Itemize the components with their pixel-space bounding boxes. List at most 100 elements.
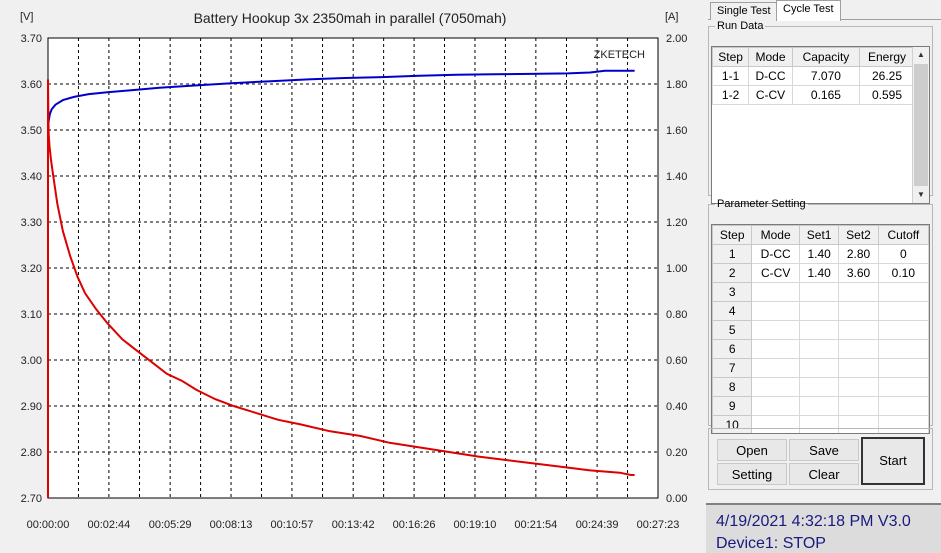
run-col-header[interactable]: Step <box>712 47 750 67</box>
run-table-cell[interactable]: 26.25 <box>859 66 915 86</box>
param-table-cell[interactable] <box>751 358 800 378</box>
right-unit-label: [A] <box>665 11 678 23</box>
param-table-row[interactable]: 9 <box>712 396 929 416</box>
param-table-cell[interactable]: 5 <box>712 320 753 340</box>
param-table-cell[interactable]: 4 <box>712 301 753 321</box>
start-button[interactable]: Start <box>861 437 925 485</box>
run-table-cell[interactable]: 1-1 <box>712 66 750 86</box>
param-col-header[interactable]: Mode <box>751 225 800 245</box>
param-col-header[interactable]: Step <box>712 225 753 245</box>
param-table-cell[interactable]: 2.80 <box>838 244 879 264</box>
param-table-cell[interactable] <box>798 396 840 416</box>
param-table-row[interactable]: 8 <box>712 377 929 397</box>
param-table-cell[interactable] <box>838 396 879 416</box>
param-table-cell[interactable] <box>877 339 929 359</box>
open-button[interactable]: Open <box>717 439 787 461</box>
param-table-cell[interactable] <box>838 339 879 359</box>
clear-button[interactable]: Clear <box>789 463 859 485</box>
run-table-empty-row <box>712 104 915 124</box>
param-table-cell[interactable]: 3 <box>712 282 753 302</box>
parameter-grid[interactable]: Step Mode Set1 Set2 Cutoff 1 D-CC 1.40 2.80 0 2 C-… <box>711 224 930 434</box>
param-table-cell[interactable]: C-CV <box>751 263 800 283</box>
param-table-cell[interactable] <box>798 320 840 340</box>
param-table-row[interactable]: 7 <box>712 358 929 378</box>
run-table-empty-row <box>712 161 915 181</box>
param-table-cell[interactable] <box>798 377 840 397</box>
param-table-cell[interactable] <box>751 339 800 359</box>
tab-single-test[interactable]: Single Test <box>710 2 778 20</box>
param-table-cell[interactable]: 1.40 <box>798 244 840 264</box>
left-tick-label: 2.90 <box>21 401 42 413</box>
x-tick-label: 00:19:10 <box>454 519 497 531</box>
run-data-grid[interactable]: Step Mode Capacity Energy 1-1 D-CC 7.070 26.25… <box>711 46 930 204</box>
param-table-cell[interactable]: 3.60 <box>838 263 879 283</box>
param-table-cell[interactable] <box>798 358 840 378</box>
run-table-cell[interactable]: 1-2 <box>712 85 750 105</box>
param-table-cell[interactable] <box>751 301 800 321</box>
param-table-cell[interactable] <box>751 396 800 416</box>
param-col-header[interactable]: Set1 <box>798 225 840 245</box>
param-col-header[interactable]: Cutoff <box>877 225 929 245</box>
run-data-scrollbar[interactable]: ▲ ▼ <box>912 47 929 203</box>
param-table-cell[interactable]: 1 <box>712 244 753 264</box>
param-table-cell[interactable]: 9 <box>712 396 753 416</box>
save-button[interactable]: Save <box>789 439 859 461</box>
tab-bar: Single Test Cycle Test <box>708 0 941 21</box>
status-datetime: 4/19/2021 4:32:18 PM V3.0 <box>716 513 911 530</box>
param-table-cell[interactable] <box>877 320 929 340</box>
param-table-row[interactable]: 3 <box>712 282 929 302</box>
scrollbar-thumb[interactable] <box>914 64 928 186</box>
param-table-row[interactable]: 4 <box>712 301 929 321</box>
param-table-cell[interactable]: 8 <box>712 377 753 397</box>
param-table-cell[interactable] <box>751 377 800 397</box>
param-table-cell[interactable] <box>838 377 879 397</box>
param-table-cell[interactable]: 0.10 <box>877 263 929 283</box>
param-table-cell[interactable] <box>838 301 879 321</box>
param-table-cell[interactable] <box>798 339 840 359</box>
param-table-cell[interactable] <box>877 282 929 302</box>
run-table-row[interactable]: 1-1 D-CC 7.070 26.25 <box>712 66 915 86</box>
param-table-cell[interactable]: 6 <box>712 339 753 359</box>
param-table-cell[interactable]: 1.40 <box>798 263 840 283</box>
param-table-row[interactable]: 6 <box>712 339 929 359</box>
param-table-row[interactable]: 1 D-CC 1.40 2.80 0 <box>712 244 929 264</box>
param-table-cell[interactable] <box>751 320 800 340</box>
param-table-cell[interactable] <box>798 301 840 321</box>
run-table-cell[interactable]: 0.595 <box>859 85 915 105</box>
param-table-cell[interactable] <box>877 301 929 321</box>
run-col-header[interactable]: Mode <box>748 47 793 67</box>
param-table-row[interactable]: 2 C-CV 1.40 3.60 0.10 <box>712 263 929 283</box>
run-table-cell[interactable]: 0.165 <box>791 85 861 105</box>
series-layer <box>47 69 635 498</box>
run-col-header[interactable]: Energy <box>859 47 915 67</box>
param-table-cell[interactable]: 7 <box>712 358 753 378</box>
run-data-group: Run Data Step Mode Capacity Energy 1-1 D-CC 7… <box>708 20 933 204</box>
scroll-down-arrow-icon[interactable]: ▼ <box>913 187 929 203</box>
param-table-cell[interactable] <box>877 358 929 378</box>
param-table-cell[interactable] <box>838 282 879 302</box>
setting-button[interactable]: Setting <box>717 463 787 485</box>
run-table-cell[interactable]: D-CC <box>748 66 793 86</box>
param-table-row[interactable]: 5 <box>712 320 929 340</box>
run-table-empty-row <box>712 142 915 162</box>
button-panel: Open Save Setting Clear Start <box>708 428 933 490</box>
param-table-cell[interactable] <box>838 358 879 378</box>
param-table-cell[interactable] <box>838 320 879 340</box>
param-table-cell[interactable]: D-CC <box>751 244 800 264</box>
x-tick-label: 00:24:39 <box>576 519 619 531</box>
run-table-cell[interactable]: C-CV <box>748 85 793 105</box>
param-table-cell[interactable]: 2 <box>712 263 753 283</box>
run-data-legend: Run Data <box>717 20 764 32</box>
param-table-cell[interactable]: 0 <box>877 244 929 264</box>
param-table-cell[interactable] <box>877 396 929 416</box>
param-col-header[interactable]: Set2 <box>838 225 879 245</box>
run-table-row[interactable]: 1-2 C-CV 0.165 0.595 <box>712 85 915 105</box>
scroll-up-arrow-icon[interactable]: ▲ <box>913 47 929 63</box>
run-table-cell[interactable]: 7.070 <box>791 66 861 86</box>
param-table-cell[interactable] <box>751 282 800 302</box>
chart-area: [V] [A] Battery Hookup 3x 2350mah in par… <box>20 10 688 531</box>
tab-cycle-test[interactable]: Cycle Test <box>776 0 841 21</box>
param-table-cell[interactable] <box>798 282 840 302</box>
param-table-cell[interactable] <box>877 377 929 397</box>
run-col-header[interactable]: Capacity <box>791 47 861 67</box>
